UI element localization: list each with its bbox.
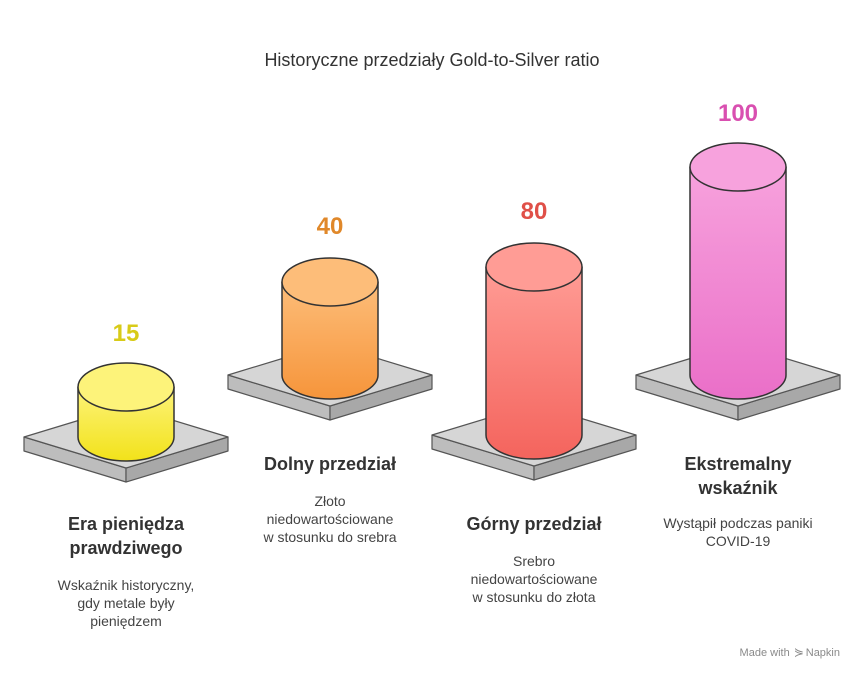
stage-description-line: pieniędzem [90,613,162,629]
cylinder-group-4 [635,142,841,421]
stage-description-line: Srebro [512,553,556,569]
value-label: 100 [717,100,759,127]
stage-description: Wystąpił podczas paniki COVID-19 [628,514,848,550]
stage-title-line: Era pieniędza [67,514,185,534]
stage-description: Złoto niedowartościowane w stosunku do sre… [220,492,440,546]
stage-title-line: Dolny przedział [263,454,397,474]
cylinder [77,362,175,462]
credit-prefix: Made with [739,647,790,659]
stage-description-line: Wskaźnik historyczny, [57,577,195,593]
stage-title: Górny przedział [424,512,644,536]
stage-title: Ekstremalny wskaźnik [628,452,848,500]
made-with-credit: Made with ⋟ Napkin [740,645,840,659]
cylinder [689,142,787,400]
stage-description-line: niedowartościowane [266,511,394,527]
napkin-logo-icon: ⋟ [793,645,804,659]
stage-title-line: wskaźnik [698,478,778,498]
value-label: 15 [112,320,140,347]
stage-description: Wskaźnik historyczny, gdy metale były pien… [16,576,236,630]
cylinder [281,257,379,400]
value-label: 80 [520,198,548,225]
stage-description-line: w stosunku do złota [472,589,596,605]
stage-title: Era pieniędza prawdziwego [16,512,236,560]
stage-description-line: Złoto [314,493,346,509]
credit-brand: Napkin [805,647,840,659]
stage-description-line: gdy metale były [77,595,175,611]
stage-description-line: COVID-19 [705,533,771,549]
value-label: 40 [316,213,344,240]
stage-title-line: Górny przedział [466,514,602,534]
stage-title-line: prawdziwego [69,538,183,558]
stage-description-line: w stosunku do srebra [263,529,397,545]
cylinder [485,242,583,460]
stage-description-line: Wystąpił podczas paniki [663,515,813,531]
cylinder-group-1 [23,362,229,483]
page-title: Historyczne przedziały Gold-to-Silver ra… [264,50,600,70]
stage-description: Srebro niedowartościowane w stosunku do zł… [424,552,644,606]
stage-title-line: Ekstremalny [684,454,792,474]
cylinder-group-3 [431,242,637,481]
cylinder-group-2 [227,257,433,421]
stage-title: Dolny przedział [220,452,440,476]
stage-description-line: niedowartościowane [470,571,598,587]
